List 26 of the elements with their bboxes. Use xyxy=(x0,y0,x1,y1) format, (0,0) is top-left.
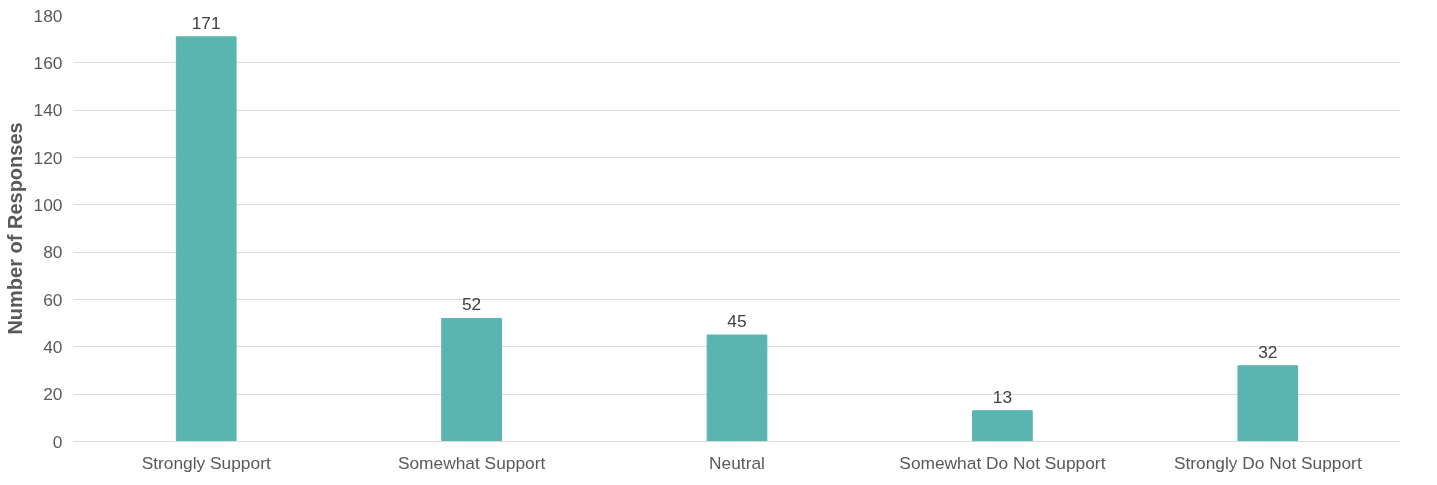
y-tick-label: 100 xyxy=(33,194,63,215)
bar xyxy=(441,317,502,442)
y-tick-label: 180 xyxy=(33,5,63,26)
y-tick-label: 60 xyxy=(43,289,63,310)
bar xyxy=(175,36,237,442)
x-tick-label: Neutral xyxy=(709,452,765,473)
y-tick-label: 120 xyxy=(33,147,63,168)
data-label: 13 xyxy=(992,386,1013,407)
x-tick-label: Strongly Support xyxy=(141,452,271,473)
y-tick-label: 80 xyxy=(43,242,63,263)
x-tick-label: Strongly Do Not Support xyxy=(1173,452,1362,473)
bar xyxy=(706,334,768,442)
x-tick-label: Somewhat Do Not Support xyxy=(899,452,1106,473)
data-label: 32 xyxy=(1258,341,1278,362)
x-tick-label: Somewhat Support xyxy=(397,452,546,473)
data-label: 52 xyxy=(461,294,482,315)
y-tick-label: 140 xyxy=(33,100,63,121)
bar xyxy=(972,410,1033,442)
y-axis-title: Number of Responses xyxy=(3,122,26,335)
data-label: 45 xyxy=(727,311,747,331)
y-tick-label: 20 xyxy=(43,384,63,405)
y-tick-label: 40 xyxy=(43,336,63,357)
data-label: 171 xyxy=(191,12,221,33)
y-tick-label: 0 xyxy=(52,431,63,452)
y-tick-label: 160 xyxy=(33,52,63,73)
bar xyxy=(1237,365,1299,442)
